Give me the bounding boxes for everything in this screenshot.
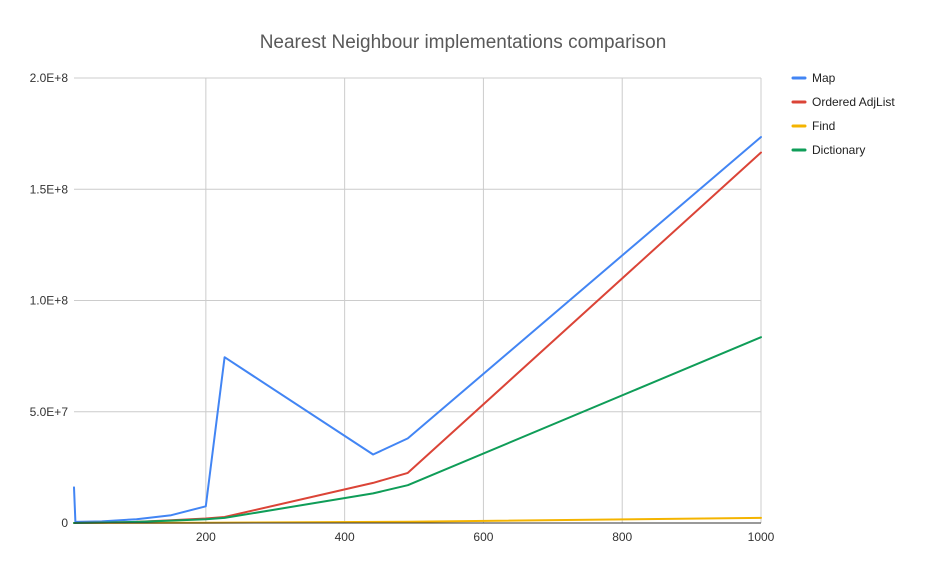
legend-item: Ordered AdjList (791, 95, 895, 109)
legend: Map Ordered AdjList Find Dictionary (791, 71, 895, 157)
y-tick-label: 0 (61, 516, 68, 530)
legend-label: Ordered AdjList (812, 95, 895, 109)
y-tick-label: 2.0E+8 (30, 71, 69, 85)
legend-item: Dictionary (791, 143, 865, 157)
legend-label: Dictionary (812, 143, 865, 157)
y-tick-label: 1.5E+8 (30, 182, 69, 196)
x-tick-label: 1000 (748, 530, 775, 544)
series-line-dictionary (73, 336, 762, 524)
x-tick-label: 600 (473, 530, 493, 544)
legend-label: Map (812, 71, 836, 85)
legend-item: Find (791, 119, 835, 133)
legend-label: Find (812, 119, 835, 133)
grid-layer (74, 77, 762, 523)
legend-item: Map (791, 71, 836, 85)
chart-title: Nearest Neighbour implementations compar… (260, 32, 667, 53)
y-tick-label: 5.0E+7 (30, 405, 69, 419)
series-line-map (73, 136, 762, 523)
axis-layer: 0 5.0E+7 1.0E+8 1.5E+8 2.0E+8 200 400 600 800 100… (30, 71, 775, 544)
x-tick-label: 400 (335, 530, 355, 544)
y-tick-label: 1.0E+8 (30, 294, 69, 308)
x-tick-label: 200 (196, 530, 216, 544)
x-tick-label: 800 (612, 530, 632, 544)
